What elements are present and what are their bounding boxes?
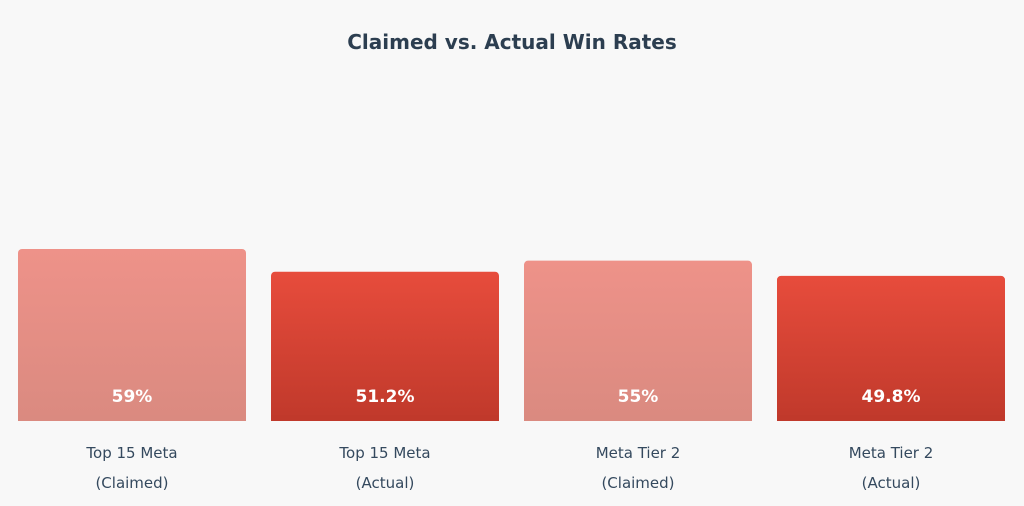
bar-base [777, 415, 1005, 421]
bar-actual [271, 271, 499, 421]
category-label: Top 15 Meta [338, 444, 430, 462]
bar-value-label: 51.2% [356, 387, 415, 407]
category-label: Top 15 Meta [85, 444, 177, 462]
bar-base [18, 415, 246, 421]
bar-claimed [524, 260, 752, 421]
bar-claimed [18, 249, 246, 421]
bar-value-label: 59% [112, 387, 153, 407]
bar-value-label: 49.8% [862, 387, 921, 407]
chart-title: Claimed vs. Actual Win Rates [347, 30, 677, 54]
bar-value-label: 55% [618, 387, 659, 407]
category-sublabel: (Actual) [862, 474, 921, 492]
category-sublabel: (Claimed) [601, 474, 674, 492]
category-sublabel: (Claimed) [95, 474, 168, 492]
category-sublabel: (Actual) [356, 474, 415, 492]
bar-base [271, 415, 499, 421]
category-label: Meta Tier 2 [849, 444, 934, 462]
category-label: Meta Tier 2 [596, 444, 681, 462]
bar-base [524, 415, 752, 421]
bar-actual [777, 275, 1005, 421]
